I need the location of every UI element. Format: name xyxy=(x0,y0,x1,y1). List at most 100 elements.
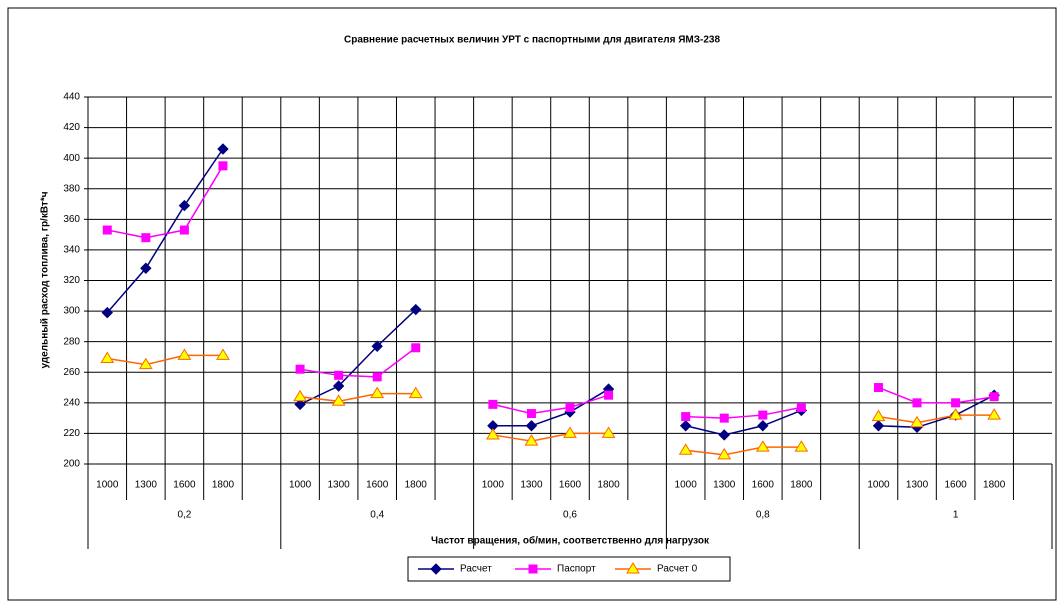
chart-title: Сравнение расчетных величин УРТ с паспор… xyxy=(344,35,720,46)
marker xyxy=(216,348,230,360)
marker xyxy=(218,161,228,171)
x-tick-label: 1600 xyxy=(752,480,775,491)
y-tick-label: 380 xyxy=(63,183,80,194)
y-tick-label: 420 xyxy=(63,122,80,133)
marker xyxy=(679,420,692,432)
marker xyxy=(948,408,963,420)
legend-marker xyxy=(626,562,640,574)
marker xyxy=(179,225,189,235)
x-tick-label: 1300 xyxy=(520,480,543,491)
marker xyxy=(717,447,732,460)
x-axis-title: Частот вращения, об/мин, соответственно … xyxy=(431,535,710,547)
group-label: 1 xyxy=(953,510,959,521)
x-tick-label: 1600 xyxy=(173,480,196,491)
marker xyxy=(141,233,151,243)
y-tick-label: 400 xyxy=(63,153,80,164)
y-tick-label: 200 xyxy=(63,459,80,470)
marker xyxy=(718,429,730,441)
marker xyxy=(526,409,536,419)
group-label: 0,4 xyxy=(370,510,384,521)
marker xyxy=(796,402,806,412)
marker xyxy=(758,410,768,420)
marker xyxy=(408,386,423,399)
x-tick-label: 1800 xyxy=(405,480,428,491)
marker xyxy=(410,303,422,316)
y-tick-label: 340 xyxy=(63,245,80,256)
legend-label: Расчет 0 xyxy=(657,564,698,575)
marker xyxy=(678,443,693,455)
legend-frame xyxy=(407,556,731,582)
y-tick-label: 240 xyxy=(63,397,80,408)
marker xyxy=(140,262,152,274)
legend-marker xyxy=(430,563,442,575)
x-tick-label: 1800 xyxy=(790,480,813,491)
marker xyxy=(411,343,421,353)
marker xyxy=(951,398,961,408)
marker xyxy=(871,409,886,422)
x-tick-label: 1000 xyxy=(675,480,698,491)
series-line xyxy=(106,148,995,436)
marker xyxy=(485,427,500,440)
x-tick-label: 1300 xyxy=(328,480,351,491)
marker xyxy=(604,390,614,400)
x-tick-label: 1300 xyxy=(135,480,158,491)
marker xyxy=(372,372,382,382)
x-tick-label: 1000 xyxy=(867,480,890,491)
marker xyxy=(217,143,229,155)
marker xyxy=(178,199,191,212)
x-tick-label: 1600 xyxy=(944,480,967,491)
marker xyxy=(177,348,192,360)
x-tick-label: 1800 xyxy=(597,480,620,491)
marker xyxy=(755,440,770,452)
marker xyxy=(872,420,885,432)
x-tick-label: 1000 xyxy=(482,480,505,491)
marker xyxy=(101,306,113,319)
marker xyxy=(912,398,922,408)
marker xyxy=(331,394,346,406)
marker xyxy=(910,415,924,428)
y-tick-label: 260 xyxy=(63,367,80,378)
marker xyxy=(987,408,1002,420)
x-tick-label: 1600 xyxy=(559,480,582,491)
marker xyxy=(370,386,385,399)
y-tick-label: 280 xyxy=(63,336,80,347)
marker xyxy=(681,412,691,422)
x-tick-label: 1800 xyxy=(983,480,1006,491)
marker xyxy=(371,340,383,352)
y-tick-label: 360 xyxy=(63,214,80,225)
group-label: 0,2 xyxy=(177,510,191,521)
series-line xyxy=(107,354,995,456)
x-tick-label: 1300 xyxy=(713,480,736,491)
y-tick-label: 220 xyxy=(63,428,80,439)
marker xyxy=(332,380,345,392)
legend-label: Расчет xyxy=(460,564,492,575)
marker xyxy=(601,426,616,438)
x-tick-label: 1000 xyxy=(96,480,119,491)
legend-label: Паспорт xyxy=(557,564,596,575)
marker xyxy=(989,392,999,402)
marker xyxy=(488,399,498,409)
marker xyxy=(563,426,577,438)
marker xyxy=(295,364,305,374)
legend: Расчет Паспорт Расчет 0 xyxy=(407,556,731,582)
marker xyxy=(719,413,729,423)
y-tick-label: 440 xyxy=(63,92,80,103)
marker xyxy=(873,383,883,393)
marker xyxy=(102,225,112,235)
x-tick-label: 1800 xyxy=(212,480,235,491)
x-tick-label: 1000 xyxy=(289,480,312,491)
y-tick-label: 320 xyxy=(63,275,80,286)
y-axis-title: удельный расход топлива, гр/кВт*ч xyxy=(40,191,51,368)
marker xyxy=(757,420,769,432)
marker xyxy=(524,434,539,446)
marker xyxy=(525,420,538,432)
marker xyxy=(334,370,344,380)
marker xyxy=(565,402,575,412)
x-tick-label: 1600 xyxy=(366,480,389,491)
marker xyxy=(138,357,153,370)
group-label: 0,6 xyxy=(563,510,577,521)
marker xyxy=(100,351,115,363)
marker xyxy=(794,440,809,452)
